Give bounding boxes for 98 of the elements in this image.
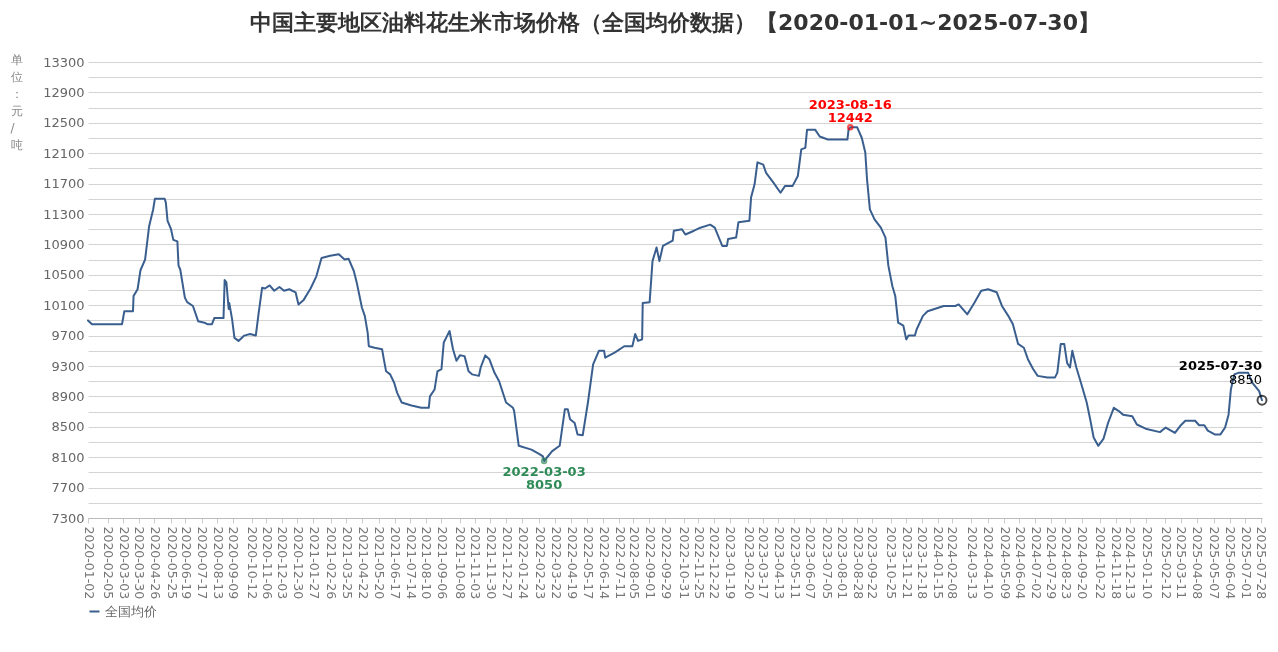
x-tick-label: 2021-07-14 <box>403 526 419 600</box>
x-tick-label: 2020-03-30 <box>132 526 148 600</box>
legend-label: 全国均价 <box>105 603 157 619</box>
x-tick-label: 2024-07-02 <box>1028 526 1044 600</box>
x-tick-label: 2022-11-25 <box>691 526 707 600</box>
x-tick-label: 2024-02-08 <box>945 526 961 600</box>
x-tick-label: 2021-11-03 <box>468 526 484 600</box>
x-tick-label: 2022-07-11 <box>612 526 628 600</box>
x-tick-label: 2022-12-22 <box>707 526 723 600</box>
y-tick-label: 10900 <box>43 236 85 252</box>
x-tick-label: 2020-03-03 <box>116 526 132 600</box>
x-tick-label: 2020-12-30 <box>290 526 306 600</box>
x-tick-label: 2020-09-09 <box>226 526 242 600</box>
x-tick-label: 2024-10-22 <box>1093 526 1109 600</box>
x-tick-label: 2022-08-05 <box>626 526 642 600</box>
x-tick-label: 2023-01-19 <box>723 526 739 600</box>
annotation: 2022-03-03 <box>502 464 586 479</box>
y-tick-label: 10500 <box>43 267 85 283</box>
y-tick-label: 11300 <box>43 206 85 222</box>
x-tick-label: 2024-07-29 <box>1044 526 1060 600</box>
x-tick-label: 2020-02-05 <box>101 526 117 600</box>
x-tick-label: 2024-06-04 <box>1012 526 1028 600</box>
x-tick-label: 2023-05-11 <box>787 526 803 600</box>
x-tick-label: 2020-01-02 <box>81 526 97 600</box>
y-tick-label: 10100 <box>43 297 85 313</box>
x-tick-label: 2023-07-05 <box>819 526 835 600</box>
x-tick-label: 2021-03-25 <box>339 526 355 600</box>
x-tick-label: 2021-11-30 <box>483 526 499 600</box>
x-tick-label: 2023-10-25 <box>884 526 900 600</box>
x-tick-label: 2022-09-01 <box>642 526 658 600</box>
y-tick-label: 8900 <box>51 388 85 404</box>
y-tick-label: 8100 <box>51 449 85 465</box>
annotation: 12442 <box>827 110 873 126</box>
x-tick-label: 2024-12-13 <box>1123 526 1139 600</box>
chart-title: 中国主要地区油料花生米市场价格（全国均价数据）【2020-01-01~2025-07-30】 <box>250 10 1100 35</box>
x-tick-label: 2022-05-17 <box>580 526 596 600</box>
x-tick-label: 2021-04-22 <box>355 526 371 600</box>
x-tick-label: 2021-06-17 <box>388 526 404 600</box>
y-tick-label: 13300 <box>43 54 85 70</box>
x-tick-label: 2025-06-04 <box>1223 526 1239 600</box>
y-axis-title: 单位：元/吨 <box>10 52 23 152</box>
x-tick-label: 2023-11-21 <box>899 526 915 600</box>
x-tick-label: 2020-08-13 <box>210 526 226 600</box>
x-tick-label: 2024-11-18 <box>1109 526 1125 600</box>
x-tick-label: 2024-05-09 <box>997 526 1013 600</box>
y-tick-label: 11700 <box>43 176 85 192</box>
x-tick-label: 2020-04-26 <box>147 526 163 600</box>
x-tick-label: 2025-04-08 <box>1190 526 1206 600</box>
x-tick-label: 2021-12-27 <box>499 526 515 600</box>
x-tick-label: 2025-01-10 <box>1139 526 1155 600</box>
y-tick-label: 9300 <box>51 358 85 374</box>
x-tick-label: 2023-03-17 <box>756 526 772 600</box>
annotation: 2023-08-16 <box>808 97 892 113</box>
x-tick-label: 2020-10-12 <box>245 526 261 600</box>
x-tick-label: 2025-02-12 <box>1158 526 1174 600</box>
x-tick-label: 2024-04-10 <box>981 526 997 600</box>
x-tick-label: 2021-08-10 <box>419 526 435 600</box>
y-tick-label: 12100 <box>43 145 85 161</box>
y-tick-label: 12500 <box>43 115 85 131</box>
y-tick-label: 7300 <box>51 510 85 526</box>
x-tick-label: 2020-06-19 <box>178 526 194 600</box>
y-tick-label: 12900 <box>43 84 85 100</box>
x-tick-label: 2022-02-23 <box>532 526 548 600</box>
x-tick-label: 2025-07-28 <box>1254 526 1270 600</box>
x-tick-label: 2022-06-14 <box>597 526 612 600</box>
y-tick-label: 8500 <box>51 419 85 435</box>
x-tick-label: 2024-01-15 <box>931 526 947 600</box>
x-tick-label: 2020-11-06 <box>259 526 275 600</box>
y-tick-label: 7700 <box>51 480 85 496</box>
x-tick-label: 2021-10-08 <box>453 526 469 600</box>
annotation: 8050 <box>526 477 563 492</box>
x-tick-label: 2024-09-20 <box>1075 526 1091 600</box>
x-tick-label: 2023-08-01 <box>835 526 851 600</box>
x-tick-label: 2021-02-26 <box>324 526 340 600</box>
x-tick-label: 2021-09-06 <box>434 526 450 600</box>
x-tick-label: 2021-01-27 <box>306 526 322 600</box>
x-tick-label: 2020-12-03 <box>275 526 291 600</box>
x-tick-label: 2022-03-22 <box>548 526 564 600</box>
x-tick-label: 2022-04-19 <box>564 526 580 600</box>
x-tick-label: 2023-08-28 <box>850 526 866 600</box>
x-tick-label: 2023-09-22 <box>865 526 881 600</box>
x-tick-label: 2020-05-25 <box>164 526 180 600</box>
x-tick-label: 2025-07-01 <box>1238 526 1254 600</box>
x-tick-label: 2024-08-23 <box>1058 526 1074 600</box>
x-tick-label: 2023-04-13 <box>771 526 787 600</box>
annotation: 2025-07-30 <box>1178 358 1262 374</box>
x-tick-label: 2024-03-13 <box>964 526 980 600</box>
x-tick-label: 2025-05-07 <box>1207 526 1223 600</box>
x-tick-label: 2022-10-31 <box>677 526 693 600</box>
x-tick-label: 2023-02-20 <box>741 526 757 600</box>
x-tick-label: 2020-07-17 <box>195 526 211 600</box>
x-tick-label: 2021-05-20 <box>372 526 388 600</box>
y-tick-label: 9700 <box>51 328 85 344</box>
x-tick-label: 2025-03-11 <box>1174 526 1190 600</box>
x-tick-label: 2022-09-29 <box>658 526 674 600</box>
x-tick-label: 2022-01-24 <box>515 526 531 600</box>
x-tick-label: 2023-12-18 <box>915 526 931 600</box>
x-tick-label: 2023-06-07 <box>803 526 819 600</box>
